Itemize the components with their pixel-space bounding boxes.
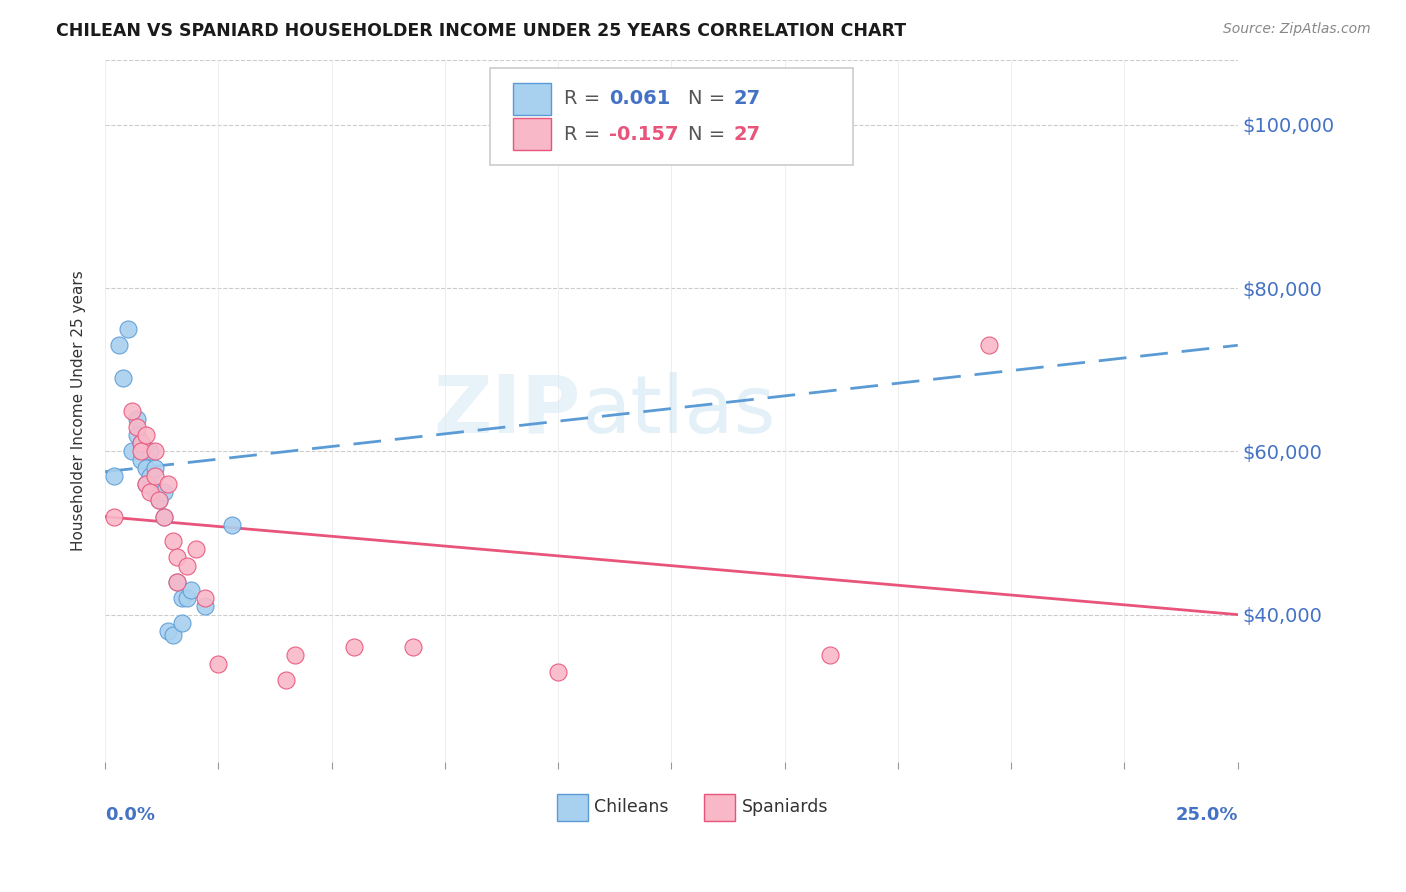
Text: 27: 27: [734, 89, 761, 109]
Point: [207, 657, 229, 671]
FancyBboxPatch shape: [557, 794, 588, 821]
Text: ZIP: ZIP: [433, 372, 581, 450]
Point: [143, 460, 166, 475]
FancyBboxPatch shape: [491, 68, 852, 165]
Point: [176, 591, 198, 606]
Point: [139, 444, 162, 458]
Point: [180, 583, 202, 598]
Point: [162, 628, 184, 642]
Point: [170, 615, 193, 630]
Point: [112, 371, 135, 385]
Text: R =: R =: [564, 125, 606, 144]
Point: [176, 558, 198, 573]
Point: [157, 477, 180, 491]
Point: [139, 468, 162, 483]
Text: CHILEAN VS SPANIARD HOUSEHOLDER INCOME UNDER 25 YEARS CORRELATION CHART: CHILEAN VS SPANIARD HOUSEHOLDER INCOME U…: [56, 22, 907, 40]
Point: [184, 542, 207, 557]
Point: [166, 574, 188, 589]
Point: [284, 648, 307, 663]
Text: Chileans: Chileans: [595, 798, 669, 816]
Point: [402, 640, 425, 655]
Point: [153, 509, 176, 524]
FancyBboxPatch shape: [704, 794, 735, 821]
Point: [129, 436, 152, 450]
Point: [153, 485, 176, 500]
Point: [148, 493, 170, 508]
Point: [121, 444, 143, 458]
Point: [143, 468, 166, 483]
Text: 0.061: 0.061: [609, 89, 671, 109]
Point: [153, 509, 176, 524]
Text: 0.0%: 0.0%: [105, 806, 155, 824]
Point: [117, 322, 139, 336]
Point: [135, 477, 157, 491]
Point: [194, 591, 217, 606]
FancyBboxPatch shape: [513, 83, 551, 115]
Point: [818, 648, 841, 663]
Text: -0.157: -0.157: [609, 125, 679, 144]
Point: [977, 338, 1000, 352]
Point: [276, 673, 298, 687]
Point: [103, 509, 125, 524]
Point: [129, 444, 152, 458]
Point: [135, 428, 157, 442]
Point: [143, 485, 166, 500]
Text: N =: N =: [689, 125, 733, 144]
Text: 25.0%: 25.0%: [1175, 806, 1237, 824]
Point: [107, 338, 129, 352]
Point: [129, 452, 152, 467]
Point: [194, 599, 217, 614]
Point: [148, 493, 170, 508]
Point: [170, 591, 193, 606]
Point: [139, 485, 162, 500]
Point: [547, 665, 569, 679]
Text: 27: 27: [734, 125, 761, 144]
Point: [166, 550, 188, 565]
Point: [166, 574, 188, 589]
Point: [135, 460, 157, 475]
Point: [121, 403, 143, 417]
FancyBboxPatch shape: [513, 118, 551, 150]
Point: [162, 534, 184, 549]
Point: [125, 411, 148, 425]
Point: [125, 420, 148, 434]
Text: Source: ZipAtlas.com: Source: ZipAtlas.com: [1223, 22, 1371, 37]
Point: [135, 477, 157, 491]
Point: [103, 468, 125, 483]
Point: [157, 624, 180, 638]
Point: [125, 428, 148, 442]
Point: [343, 640, 366, 655]
Point: [143, 444, 166, 458]
Point: [221, 517, 243, 532]
Y-axis label: Householder Income Under 25 years: Householder Income Under 25 years: [72, 270, 86, 551]
Text: atlas: atlas: [581, 372, 775, 450]
Text: N =: N =: [689, 89, 733, 109]
Text: Spaniards: Spaniards: [741, 798, 828, 816]
Point: [129, 436, 152, 450]
Text: R =: R =: [564, 89, 606, 109]
